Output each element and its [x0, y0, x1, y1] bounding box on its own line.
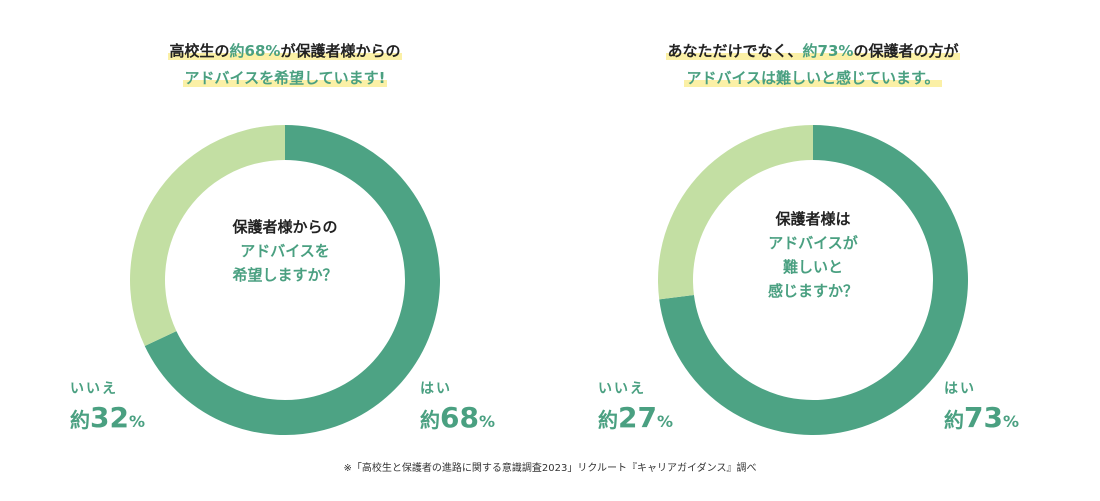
- center-question-line: アドバイスを: [240, 242, 330, 260]
- source-footnote: ※「高校生と保護者の進路に関する意識調査2023」リクルート『キャリアガイダンス…: [343, 463, 757, 474]
- slice-label-yes: はい 約68%: [420, 378, 495, 442]
- center-question-line: 保護者様からの: [232, 218, 338, 236]
- slice-label-no-name: いいえ: [70, 381, 118, 397]
- slice-label-no-value: 約32%: [70, 401, 145, 434]
- center-question-line: 希望しますか？: [232, 266, 338, 284]
- donut-slice-no: [658, 125, 813, 300]
- slice-label-yes-name: はい: [420, 381, 452, 397]
- slice-label-no: いいえ 約32%: [70, 378, 145, 442]
- center-question-line: 保護者様は: [775, 210, 851, 228]
- chart-title-text: あなただけでなく、: [667, 42, 803, 60]
- center-question-line: 感じますか？: [767, 282, 858, 300]
- donut-center-question: 保護者様はアドバイスが 難しいと感じますか？: [728, 207, 898, 303]
- chart-title-line: アドバイスを希望しています!: [182, 69, 388, 87]
- chart-title: 高校生の約68%が保護者様からの アドバイスを希望しています!: [10, 38, 560, 92]
- slice-label-yes-value: 約68%: [420, 401, 495, 434]
- slice-label-yes: はい 約73%: [944, 378, 1019, 442]
- chart-panel-advice-difficult: あなただけでなく、約73%の保護者の方が アドバイスは難しいと感じています。 保護…: [538, 0, 1088, 470]
- chart-title-text: が保護者様からの: [280, 42, 401, 60]
- donut-slice-no: [130, 125, 285, 346]
- chart-title-line: 高校生の約68%が保護者様からの: [167, 42, 403, 60]
- slice-label-no-value: 約27%: [598, 401, 673, 434]
- chart-panel-advice-wanted: 高校生の約68%が保護者様からの アドバイスを希望しています! 保護者様からの アド…: [10, 0, 560, 470]
- chart-title-text: アドバイスを希望しています!: [184, 69, 386, 87]
- chart-title-text: 約68%: [229, 42, 281, 60]
- chart-title-text: 約73%: [802, 42, 854, 60]
- center-question-line: アドバイスが: [768, 234, 858, 252]
- chart-title-text: アドバイスは難しいと感じています。: [686, 69, 940, 87]
- slice-label-no: いいえ 約27%: [598, 378, 673, 442]
- center-question-line: 難しいと: [782, 258, 843, 276]
- donut-chart: [130, 125, 440, 435]
- slice-label-yes-value: 約73%: [944, 401, 1019, 434]
- chart-title: あなただけでなく、約73%の保護者の方が アドバイスは難しいと感じています。: [538, 38, 1088, 92]
- slice-label-no-name: いいえ: [598, 381, 646, 397]
- donut-chart: [658, 125, 968, 435]
- donut-center-question: 保護者様からの アドバイスを 希望しますか？: [200, 215, 370, 287]
- slice-label-yes-name: はい: [944, 381, 976, 397]
- chart-title-text: の保護者の方が: [853, 42, 959, 60]
- chart-title-line: あなただけでなく、約73%の保護者の方が: [665, 42, 961, 60]
- chart-title-line: アドバイスは難しいと感じています。: [684, 69, 942, 87]
- chart-title-text: 高校生の: [169, 42, 230, 60]
